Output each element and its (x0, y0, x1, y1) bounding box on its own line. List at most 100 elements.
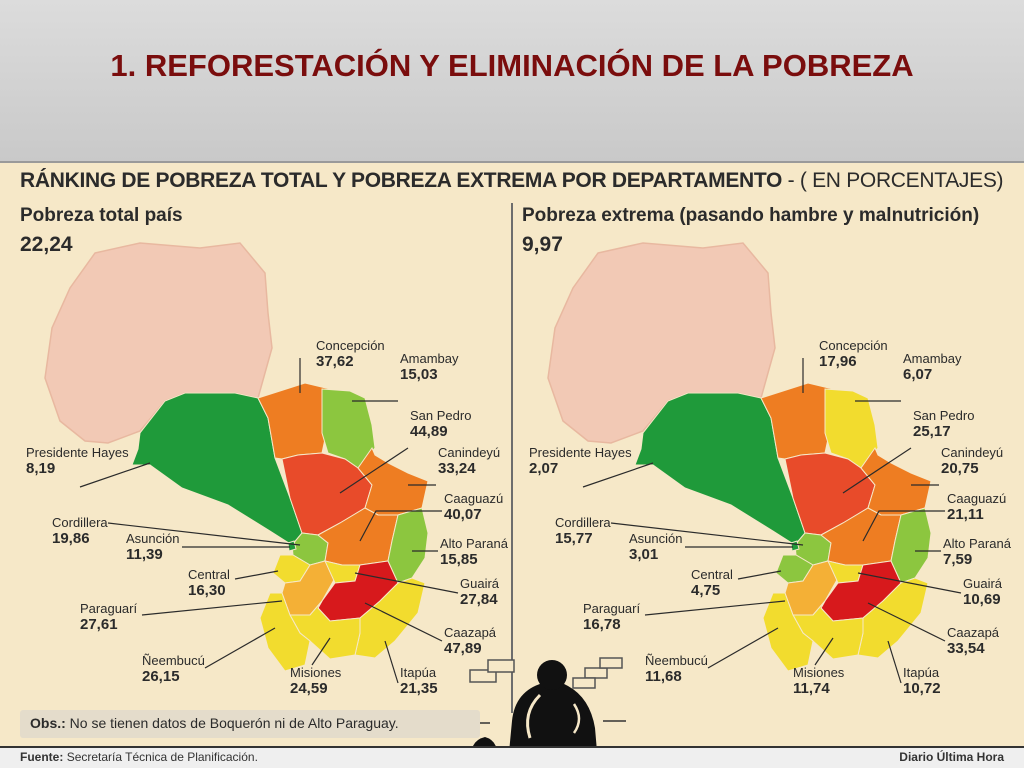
department-name: Misiones (290, 665, 342, 680)
total-label-canindeyu: Canindeyú 33,24 (438, 445, 500, 477)
department-value: 15,85 (440, 551, 478, 568)
department-name: Canindeyú (941, 445, 1004, 460)
total-label-central: Central 16,30 (188, 567, 230, 599)
department-name: Amambay (903, 351, 962, 366)
department-name: Guairá (460, 576, 500, 591)
poverty-figure-icon (465, 657, 626, 763)
total-region-neembucu (259, 592, 311, 672)
extreme-label-alto-parana: Alto Paraná 7,59 (943, 536, 1011, 568)
department-value: 2,07 (529, 460, 559, 477)
department-value: 8,19 (26, 460, 56, 477)
department-name: Central (188, 567, 230, 582)
total-label-paraguari: Paraguarí 27,61 (80, 601, 137, 633)
extreme-leader-guaira (857, 572, 962, 594)
extreme-leader-presidente-hayes (582, 462, 654, 488)
total-leader-guaira (354, 572, 459, 594)
extreme-label-central: Central 4,75 (691, 567, 733, 599)
department-value: 17,96 (819, 353, 857, 370)
department-name: Itapúa (903, 665, 940, 680)
department-value: 11,74 (793, 680, 830, 697)
extreme-label-misiones: Misiones 11,74 (793, 665, 844, 697)
department-value: 15,77 (555, 530, 593, 547)
department-name: Presidente Hayes (529, 445, 632, 460)
total-leader-misiones (311, 637, 331, 666)
department-name: Asunción (629, 531, 683, 546)
total-leader-caaguazu (359, 510, 442, 542)
department-name: Ñeembucú (142, 653, 205, 668)
department-value: 10,69 (963, 591, 1001, 608)
extreme-label-caazapa: Caazapá 33,54 (947, 625, 999, 657)
observation-note: Obs.: No se tienen datos de Boquerón ni … (20, 710, 480, 738)
department-value: 21,35 (400, 680, 438, 697)
infographic-title: RÁNKING DE POBREZA TOTAL Y POBREZA EXTRE… (20, 169, 1004, 193)
total-label-presidente-hayes: Presidente Hayes 8,19 (26, 445, 129, 477)
total-leader-paraguari (141, 600, 283, 616)
extreme-leader-central (737, 570, 782, 580)
department-name: Central (691, 567, 733, 582)
total-region-asuncion (287, 540, 297, 552)
department-value: 37,62 (316, 353, 354, 370)
extreme-leader-itapua (887, 640, 902, 684)
department-name: Itapúa (400, 665, 437, 680)
total-label-caaguazu: Caaguazú 40,07 (444, 491, 503, 523)
department-name: Alto Paraná (943, 536, 1011, 551)
extreme-label-cordillera: Cordillera 15,77 (555, 515, 611, 547)
department-name: Concepción (316, 338, 385, 353)
source-label: Fuente: (20, 750, 64, 764)
department-name: Cordillera (52, 515, 108, 530)
department-name: Alto Paraná (440, 536, 508, 551)
extreme-label-concepcion: Concepción 17,96 (819, 338, 888, 370)
department-value: 11,39 (126, 546, 163, 563)
department-value: 40,07 (444, 506, 482, 523)
total-leader-san-pedro (339, 447, 409, 494)
map-total-poverty (44, 242, 459, 684)
total-leader-presidente-hayes (79, 462, 151, 488)
department-value: 33,54 (947, 640, 985, 657)
extreme-label-guaira: Guairá 10,69 (963, 576, 1002, 608)
extreme-label-san-pedro: San Pedro 25,17 (913, 408, 974, 440)
department-value: 47,89 (444, 640, 482, 657)
department-value: 44,89 (410, 423, 448, 440)
department-name: Presidente Hayes (26, 445, 129, 460)
total-leader-neembucu (204, 627, 276, 669)
total-label-caazapa: Caazapá 47,89 (444, 625, 496, 657)
infographic-title-main: RÁNKING DE POBREZA TOTAL Y POBREZA EXTRE… (20, 169, 783, 192)
department-name: San Pedro (410, 408, 472, 423)
source-text: Secretaría Técnica de Planificación. (66, 750, 258, 764)
total-leader-cordillera (107, 522, 301, 546)
department-value: 26,15 (142, 668, 180, 685)
department-value: 6,07 (903, 366, 933, 383)
obs-text: No se tienen datos de Boquerón ni de Alt… (69, 715, 399, 731)
slide-title: 1. REFORESTACIÓN Y ELIMINACIÓN DE LA POB… (110, 48, 914, 83)
newspaper-credit: Diario Última Hora (899, 750, 1004, 764)
extreme-leader-misiones (814, 637, 834, 666)
total-leader-caazapa (364, 602, 443, 642)
total-region-itapua (354, 577, 426, 659)
department-name: Amambay (400, 351, 459, 366)
department-value: 10,72 (903, 680, 941, 697)
extreme-label-presidente-hayes: Presidente Hayes 2,07 (529, 445, 632, 477)
left-panel-heading: Pobreza total país (20, 205, 183, 226)
department-value: 16,78 (583, 616, 621, 633)
total-label-concepcion: Concepción 37,62 (316, 338, 385, 370)
panel-divider (511, 203, 513, 713)
infographic-footer: Fuente: Secretaría Técnica de Planificac… (0, 746, 1024, 768)
department-value: 11,68 (645, 668, 682, 685)
total-label-neembucu: Ñeembucú 26,15 (142, 653, 205, 685)
extreme-label-neembucu: Ñeembucú 11,68 (645, 653, 708, 685)
left-panel-total: 22,24 (20, 233, 73, 256)
extreme-leader-caaguazu (862, 510, 945, 542)
department-name: Guairá (963, 576, 1003, 591)
department-name: Caazapá (444, 625, 497, 640)
extreme-region-asuncion (790, 540, 800, 552)
department-name: Caaguazú (444, 491, 504, 506)
extreme-label-caaguazu: Caaguazú 21,11 (947, 491, 1006, 523)
extreme-region-neembucu (762, 592, 814, 672)
right-panel-total: 9,97 (522, 233, 563, 256)
total-label-cordillera: Cordillera 19,86 (52, 515, 108, 547)
extreme-leader-caazapa (867, 602, 946, 642)
department-value: 15,03 (400, 366, 438, 383)
extreme-region-itapua (857, 577, 929, 659)
extreme-leader-san-pedro (842, 447, 912, 494)
department-name: Misiones (793, 665, 845, 680)
